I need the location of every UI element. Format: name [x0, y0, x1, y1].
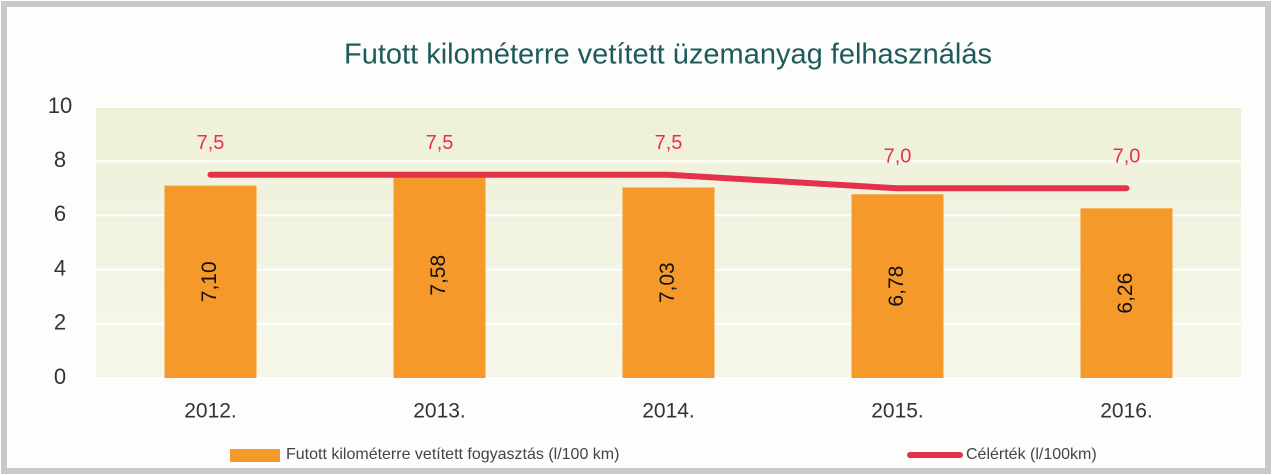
bar — [851, 194, 944, 378]
y-tick-label: 6 — [54, 201, 66, 226]
x-tick-label: 2014. — [642, 400, 695, 423]
y-tick-label: 4 — [54, 255, 66, 280]
legend-label: Futott kilométerre vetített fogyasztás (… — [286, 446, 619, 463]
legend-swatch — [230, 449, 280, 462]
bar — [1080, 208, 1173, 378]
bar — [164, 185, 257, 378]
target-line — [207, 171, 1130, 192]
y-tick-label: 2 — [54, 310, 66, 335]
bar-value-label: 6,78 — [885, 266, 908, 307]
line-value-label: 7,5 — [426, 132, 454, 154]
y-tick-label: 8 — [54, 147, 66, 172]
chart-title: Futott kilométerre vetített üzemanyag fe… — [344, 39, 992, 71]
x-tick-label: 2016. — [1100, 400, 1153, 423]
line-value-label: 7,5 — [197, 132, 225, 154]
x-tick-label: 2012. — [184, 400, 237, 423]
line-value-label: 7,0 — [1113, 146, 1141, 168]
bar — [622, 187, 715, 378]
line-value-label: 7,0 — [884, 146, 912, 168]
bar-value-label: 7,10 — [198, 261, 221, 302]
y-tick-label: 10 — [48, 93, 72, 118]
bar-value-label: 6,26 — [1114, 273, 1137, 314]
bar-value-label: 7,58 — [427, 255, 450, 296]
line-value-label: 7,5 — [655, 132, 683, 154]
bar — [393, 172, 486, 378]
x-tick-label: 2013. — [413, 400, 466, 423]
y-tick-label: 0 — [54, 364, 66, 389]
legend-label: Célérték (l/100km) — [966, 446, 1097, 463]
x-tick-label: 2015. — [871, 400, 924, 423]
bar-value-label: 7,03 — [656, 262, 679, 303]
